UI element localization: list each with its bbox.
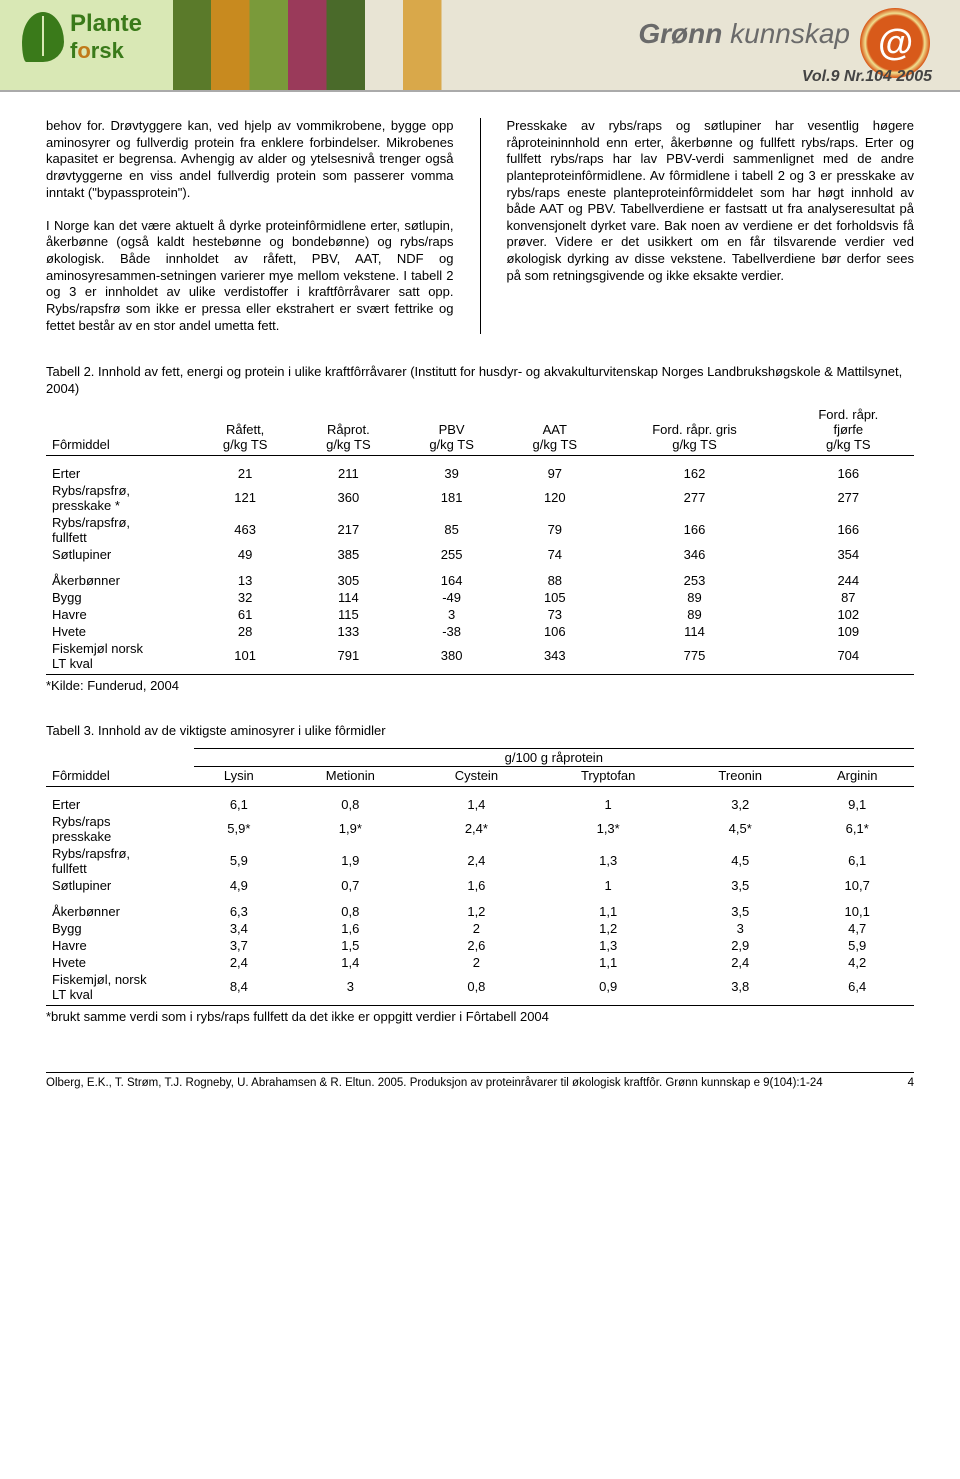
table-row: Rybs/rapsfrø, fullfett5,91,92,41,34,56,1 xyxy=(46,845,914,877)
leaf-icon xyxy=(22,12,64,62)
header-banner: Plante forsk Grønn kunnskap @ Vol.9 Nr.1… xyxy=(0,0,960,92)
footer-citation: Olberg, E.K., T. Strøm, T.J. Rogneby, U.… xyxy=(46,1077,823,1089)
volume-number: Vol.9 Nr.104 2005 xyxy=(802,68,932,86)
table-row: Åkerbønner1330516488253244 xyxy=(46,563,914,589)
footer-page-number: 4 xyxy=(908,1077,914,1089)
table-row: Rybs/raps presskake5,9*1,9*2,4*1,3*4,5*6… xyxy=(46,813,914,845)
brand-text: Plante forsk xyxy=(70,10,142,64)
table-row: Bygg3,41,621,234,7 xyxy=(46,920,914,937)
column-divider xyxy=(480,118,481,334)
table2-caption: Tabell 2. Innhold av fett, energi og pro… xyxy=(46,364,914,398)
right-column: Presskake av rybs/raps og søtlupiner har… xyxy=(507,118,915,334)
table3-header: Fôrmiddel Lysin Metionin Cystein Tryptof… xyxy=(46,766,914,786)
table2-header: Fôrmiddel Råfett, g/kg TS Råprot. g/kg T… xyxy=(46,406,914,456)
table-row: Rybs/rapsfrø, fullfett4632178579166166 xyxy=(46,514,914,546)
table-row: Fiskemjøl, norsk LT kval8,430,80,93,86,4 xyxy=(46,971,914,1006)
table3-caption: Tabell 3. Innhold av de viktigste aminos… xyxy=(46,723,914,740)
table-row: Havre6111537389102 xyxy=(46,606,914,623)
left-column: behov for. Drøvtyggere kan, ved hjelp av… xyxy=(46,118,454,334)
brand-line1: Plante xyxy=(70,10,142,38)
table-row: Åkerbønner6,30,81,21,13,510,1 xyxy=(46,894,914,920)
table2: Fôrmiddel Råfett, g/kg TS Råprot. g/kg T… xyxy=(46,406,914,675)
table2-note: *Kilde: Funderud, 2004 xyxy=(46,678,914,693)
table-row: Fiskemjøl norsk LT kval10179138034377570… xyxy=(46,640,914,675)
table3-superheader: g/100 g råprotein xyxy=(46,748,914,766)
table-row: Hvete28133-38106114109 xyxy=(46,623,914,640)
table-row: Havre3,71,52,61,32,95,9 xyxy=(46,937,914,954)
table3: g/100 g råprotein Fôrmiddel Lysin Metion… xyxy=(46,748,914,1006)
table3-note: *brukt samme verdi som i rybs/raps fullf… xyxy=(46,1009,914,1024)
brand-block: Plante forsk xyxy=(22,10,142,64)
table-row: Bygg32114-491058987 xyxy=(46,589,914,606)
page-footer: Olberg, E.K., T. Strøm, T.J. Rogneby, U.… xyxy=(46,1072,914,1089)
table-row: Erter6,10,81,413,29,1 xyxy=(46,786,914,813)
table-row: Rybs/rapsfrø, presskake *121360181120277… xyxy=(46,482,914,514)
table-row: Hvete2,41,421,12,44,2 xyxy=(46,954,914,971)
table-row: Søtlupiner4,90,71,613,510,7 xyxy=(46,877,914,894)
two-column-text: behov for. Drøvtyggere kan, ved hjelp av… xyxy=(46,118,914,334)
table-row: Erter212113997162166 xyxy=(46,455,914,482)
journal-title: Grønn kunnskap xyxy=(638,18,850,50)
table-row: Søtlupiner4938525574346354 xyxy=(46,546,914,563)
brand-line2: forsk xyxy=(70,38,142,64)
